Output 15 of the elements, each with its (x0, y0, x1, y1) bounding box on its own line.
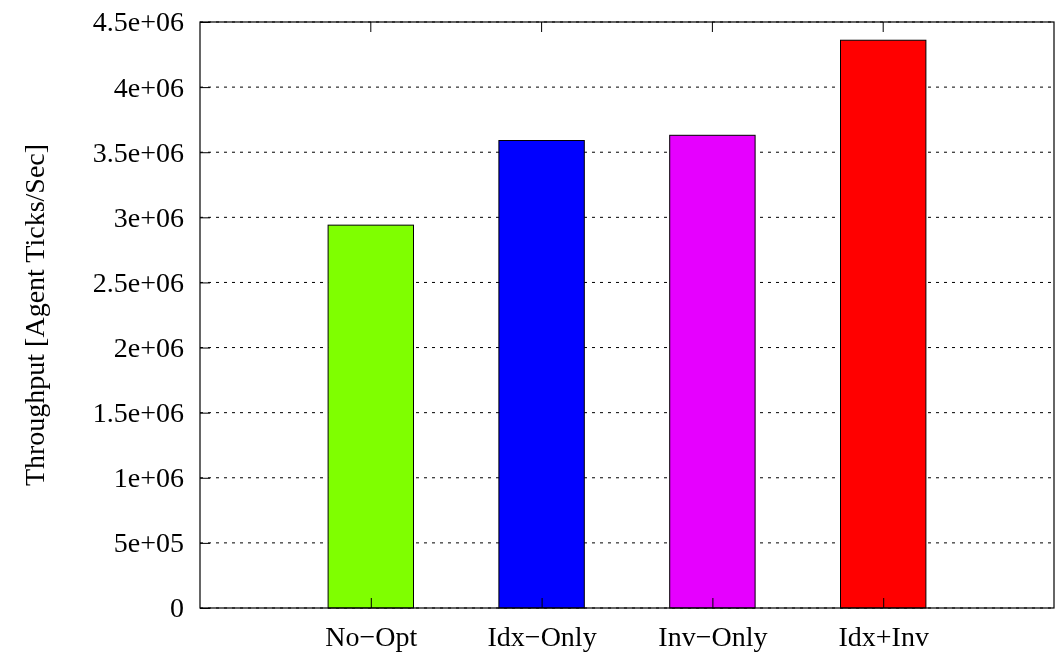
y-tick-label: 1e+06 (113, 462, 184, 494)
y-tick-label: 2e+06 (113, 332, 184, 364)
y-tick-label: 4.5e+06 (92, 6, 184, 38)
y-tick-label: 5e+05 (113, 527, 184, 559)
x-tick-label: Idx−Only (487, 620, 597, 652)
y-tick-label: 3.5e+06 (92, 136, 184, 168)
y-tick-label: 2.5e+06 (92, 266, 184, 298)
x-tick-label: Inv−Only (658, 620, 768, 652)
y-tick-label: 4e+06 (113, 71, 184, 103)
x-tick-label: Idx+Inv (838, 620, 929, 652)
y-axis-title: Throughput [Agent Ticks/Sec] (19, 143, 50, 487)
y-tick-label: 1.5e+06 (92, 397, 184, 429)
x-tick-label: No−Opt (325, 620, 418, 652)
y-tick-label: 3e+06 (113, 201, 184, 233)
y-tick-label: 0 (170, 592, 184, 624)
